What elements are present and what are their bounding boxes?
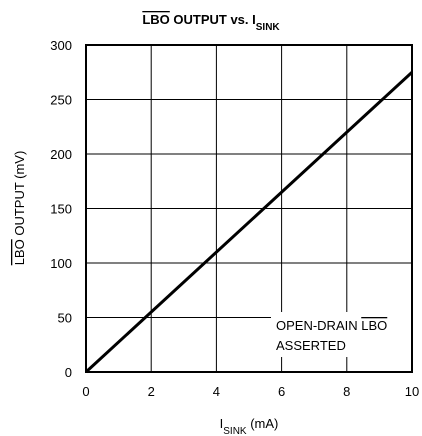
x-axis-label: ISINK (mA) bbox=[220, 416, 279, 436]
x-tick-label: 6 bbox=[278, 384, 285, 399]
y-tick-label: 250 bbox=[50, 93, 72, 108]
y-tick-label: 150 bbox=[50, 202, 72, 217]
annotation: ASSERTED bbox=[276, 338, 346, 353]
plot-frame bbox=[85, 44, 413, 373]
y-tick-label: 50 bbox=[58, 311, 72, 326]
x-tick-label: 8 bbox=[343, 384, 350, 399]
x-tick-label: 4 bbox=[213, 384, 220, 399]
y-axis-label: LBO OUTPUT (mV) bbox=[12, 151, 27, 266]
annotation-part: LBO bbox=[361, 318, 387, 333]
x-tick-label: 0 bbox=[82, 384, 89, 399]
xlabel-part: (mA) bbox=[247, 416, 279, 431]
xlabel-part: SINK bbox=[223, 426, 247, 436]
y-tick-label: 300 bbox=[50, 38, 72, 53]
xlabel-part: I bbox=[220, 416, 224, 431]
annotation-background bbox=[271, 312, 411, 357]
title-part: LBO bbox=[142, 12, 169, 27]
x-tick-label: 10 bbox=[405, 384, 419, 399]
y-tick-label: 0 bbox=[65, 365, 72, 380]
ylabel-part: LBO bbox=[12, 239, 27, 265]
data-line bbox=[84, 71, 414, 374]
annotation: OPEN-DRAIN LBO bbox=[276, 318, 387, 333]
ylabel-part: OUTPUT (mV) bbox=[12, 151, 27, 240]
chart-title: LBO OUTPUT vs. ISINK bbox=[142, 12, 280, 33]
title-part: SINK bbox=[256, 22, 281, 33]
annotation-part: OPEN-DRAIN bbox=[276, 318, 361, 333]
y-tick-label: 200 bbox=[50, 147, 72, 162]
x-tick-label: 2 bbox=[148, 384, 155, 399]
y-tick-label: 100 bbox=[50, 256, 72, 271]
title-part: OUTPUT vs. I bbox=[170, 12, 256, 27]
